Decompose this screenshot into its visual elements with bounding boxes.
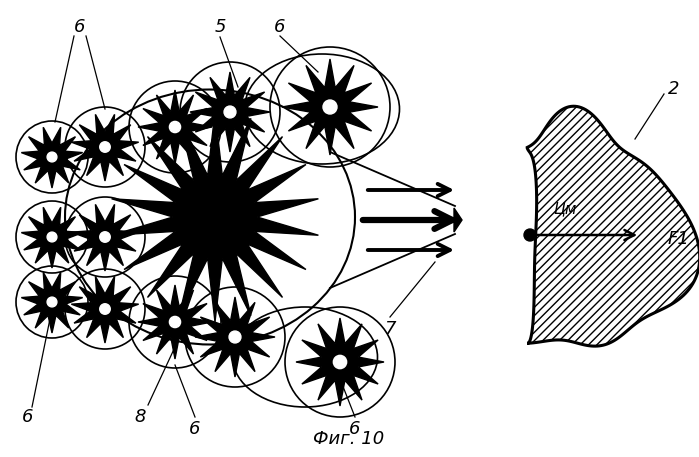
Text: 6: 6 <box>74 18 86 36</box>
Polygon shape <box>71 276 138 343</box>
Text: 6: 6 <box>22 408 34 426</box>
Circle shape <box>333 356 347 369</box>
Text: 6: 6 <box>350 420 361 438</box>
Polygon shape <box>138 285 212 359</box>
Polygon shape <box>21 207 82 268</box>
Polygon shape <box>195 297 275 377</box>
Polygon shape <box>138 90 212 164</box>
Text: F1: F1 <box>668 230 690 248</box>
Polygon shape <box>527 106 699 346</box>
Text: Фиг. 10: Фиг. 10 <box>313 430 384 448</box>
Circle shape <box>524 229 536 241</box>
Circle shape <box>323 100 337 114</box>
Polygon shape <box>454 208 462 232</box>
Polygon shape <box>71 114 138 181</box>
Polygon shape <box>71 204 138 271</box>
Circle shape <box>224 106 236 118</box>
Circle shape <box>169 316 180 328</box>
Circle shape <box>47 297 57 307</box>
Text: 6: 6 <box>189 420 201 438</box>
Text: 5: 5 <box>215 18 226 36</box>
Polygon shape <box>296 318 384 406</box>
Text: 6: 6 <box>274 18 286 36</box>
Polygon shape <box>21 127 82 188</box>
Polygon shape <box>190 72 270 152</box>
Circle shape <box>229 331 241 343</box>
Text: 8: 8 <box>134 408 146 426</box>
Text: Цм: Цм <box>554 202 577 217</box>
Circle shape <box>47 152 57 162</box>
Circle shape <box>47 232 57 242</box>
Circle shape <box>100 304 110 314</box>
Polygon shape <box>282 59 378 155</box>
Circle shape <box>169 122 180 133</box>
Text: 2: 2 <box>668 80 679 98</box>
Polygon shape <box>21 272 82 333</box>
Circle shape <box>100 142 110 152</box>
Polygon shape <box>112 112 319 322</box>
Text: 7: 7 <box>384 320 396 338</box>
Circle shape <box>100 232 110 242</box>
